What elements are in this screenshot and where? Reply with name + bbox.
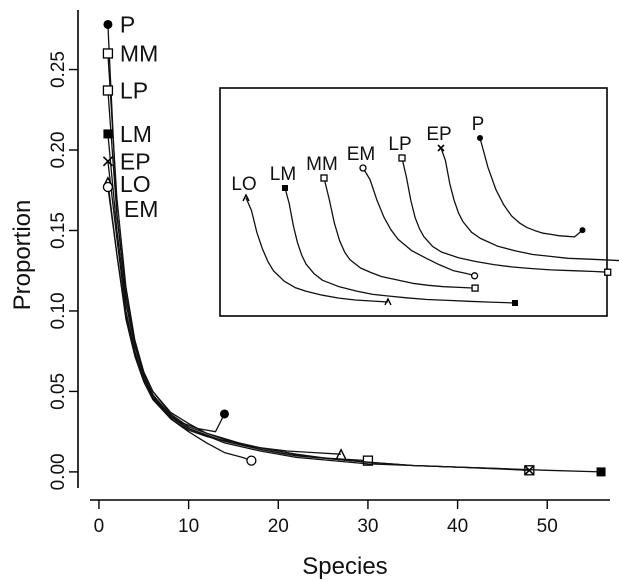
series-end-marker-p — [219, 409, 229, 419]
inset-start-marker-p — [477, 135, 483, 141]
y-tick-label: 0.15 — [48, 212, 69, 249]
inset-line-lm — [284, 187, 516, 304]
x-tick-label: 20 — [268, 516, 289, 537]
inset-label-p: P — [472, 114, 485, 135]
series-line-em — [107, 186, 252, 462]
inset-end-marker-p — [579, 227, 586, 234]
y-ticks: 0.00 0.05 0.10 0.15 0.20 0.25 — [48, 51, 78, 490]
inset-line-em — [362, 167, 475, 277]
series-start-marker-em — [102, 181, 114, 193]
y-tick-label: 0.00 — [48, 453, 69, 490]
inset-label-mm: MM — [306, 154, 338, 175]
inset-start-marker-lo — [242, 193, 250, 202]
inset-end-marker-em — [470, 272, 479, 280]
inset-label-lo: LO — [231, 174, 256, 195]
inset-line-p — [479, 137, 583, 238]
series-label-em: EM — [124, 196, 158, 222]
x-tick-label: 30 — [357, 516, 378, 537]
inset-panel: LO LM MM EM LP EP P — [219, 87, 619, 317]
series-start-marker-lm — [103, 129, 113, 139]
x-ticks: 0 10 20 30 40 50 — [94, 500, 558, 537]
x-tick-label: 50 — [537, 516, 558, 537]
series-start-marker-mm — [102, 48, 114, 59]
axes — [77, 10, 610, 501]
y-tick-label: 0.05 — [48, 373, 69, 410]
inset-line-lo — [245, 197, 389, 303]
series-end-marker-mm — [362, 455, 374, 466]
main-series — [102, 19, 606, 477]
inset-line-mm — [323, 177, 476, 289]
x-axis-title: Species — [302, 553, 387, 580]
inset-label-ep: EP — [426, 124, 451, 145]
inset-start-marker-ep — [437, 144, 445, 152]
series-start-marker-lp — [102, 85, 114, 96]
series-start-marker-p — [103, 19, 113, 29]
series-label-lm: LM — [120, 121, 152, 147]
inset-start-marker-em — [359, 164, 367, 172]
y-tick-label: 0.10 — [48, 292, 69, 329]
inset-series: LO LM MM EM LP EP P — [231, 114, 619, 306]
inset-line-lp — [401, 157, 608, 273]
series-end-marker-lm — [596, 467, 606, 477]
y-axis-title: Proportion — [9, 200, 36, 311]
y-tick-label: 0.25 — [48, 51, 69, 88]
series-label-mm: MM — [120, 40, 158, 66]
inset-end-marker-lo — [384, 297, 392, 306]
series-end-marker-ep — [524, 465, 535, 476]
x-tick-label: 40 — [447, 516, 468, 537]
inset-label-lm: LM — [270, 164, 296, 185]
x-tick-label: 10 — [178, 516, 199, 537]
x-tick-label: 0 — [94, 516, 105, 537]
inset-end-marker-lp — [604, 268, 612, 276]
inset-line-ep — [440, 147, 619, 262]
series-line-ep — [107, 161, 530, 471]
inset-start-marker-lm — [282, 185, 288, 191]
inset-label-lp: LP — [388, 134, 411, 155]
series-label-ep: EP — [120, 148, 151, 174]
inset-end-marker-mm — [471, 284, 479, 292]
inset-start-marker-mm — [320, 174, 328, 182]
series-end-marker-lo — [335, 448, 347, 460]
series-label-lp: LP — [120, 77, 148, 103]
series-end-marker-em — [246, 455, 257, 466]
series-label-p: P — [120, 11, 135, 37]
inset-start-marker-lp — [398, 154, 406, 162]
series-label-lo: LO — [120, 171, 151, 197]
y-tick-label: 0.20 — [48, 132, 69, 169]
inset-frame — [219, 87, 608, 317]
inset-end-marker-lm — [512, 300, 518, 306]
series-start-marker-ep — [102, 156, 113, 167]
inset-label-em: EM — [347, 144, 376, 165]
